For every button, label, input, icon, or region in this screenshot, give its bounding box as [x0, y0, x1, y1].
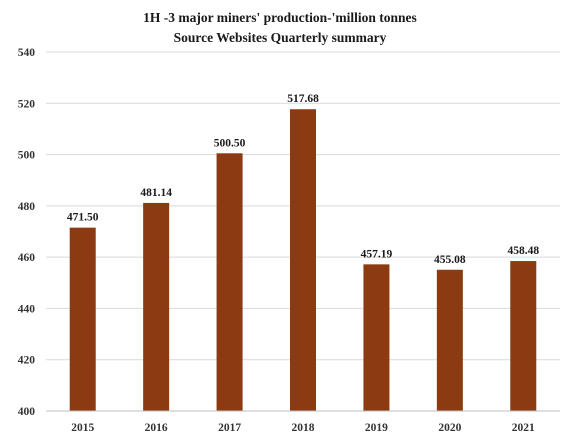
bar-2020: [436, 269, 463, 411]
data-label-2016: 481.14: [140, 187, 172, 199]
y-tick-label: 520: [18, 98, 36, 110]
y-axis-ticks: 400 420 440 460 480 500 520 540: [18, 47, 36, 418]
data-label-2017: 500.50: [214, 137, 246, 149]
bars: [69, 109, 537, 411]
x-tick-label-2016: 2016: [145, 422, 168, 434]
chart-subtitle: Source Websites Quarterly summary: [174, 30, 387, 45]
y-tick-label: 440: [18, 303, 36, 315]
y-tick-label: 420: [18, 355, 36, 367]
data-label-2015: 471.50: [67, 212, 99, 224]
x-tick-label-2017: 2017: [218, 422, 241, 434]
x-axis-ticks: 2015 2016 2017 2018 2019 2020 2021: [71, 422, 535, 434]
bar-2017: [216, 153, 243, 411]
x-tick-label-2018: 2018: [292, 422, 315, 434]
data-labels: 471.50 481.14 500.50 517.68 457.19 455.08 458.…: [67, 93, 539, 266]
data-label-2021: 458.48: [507, 245, 539, 257]
bar-2018: [290, 109, 316, 411]
x-tick-label-2021: 2021: [512, 422, 535, 434]
y-tick-label: 460: [18, 252, 36, 264]
data-label-2018: 517.68: [287, 93, 319, 105]
bar-2021: [510, 261, 537, 411]
data-label-2020: 455.08: [434, 254, 466, 266]
y-tick-label: 500: [18, 150, 36, 162]
y-tick-label: 400: [18, 406, 36, 418]
x-tick-label-2015: 2015: [71, 422, 94, 434]
y-tick-label: 540: [18, 47, 36, 59]
chart-title: 1H -3 major miners' production-'million …: [143, 10, 417, 25]
x-tick-label-2020: 2020: [438, 422, 461, 434]
bar-2016: [143, 202, 170, 411]
bar-2015: [69, 227, 96, 411]
bar-2019: [363, 264, 390, 411]
x-tick-label-2019: 2019: [365, 422, 388, 434]
y-tick-label: 480: [18, 201, 36, 213]
data-label-2019: 457.19: [361, 248, 393, 260]
